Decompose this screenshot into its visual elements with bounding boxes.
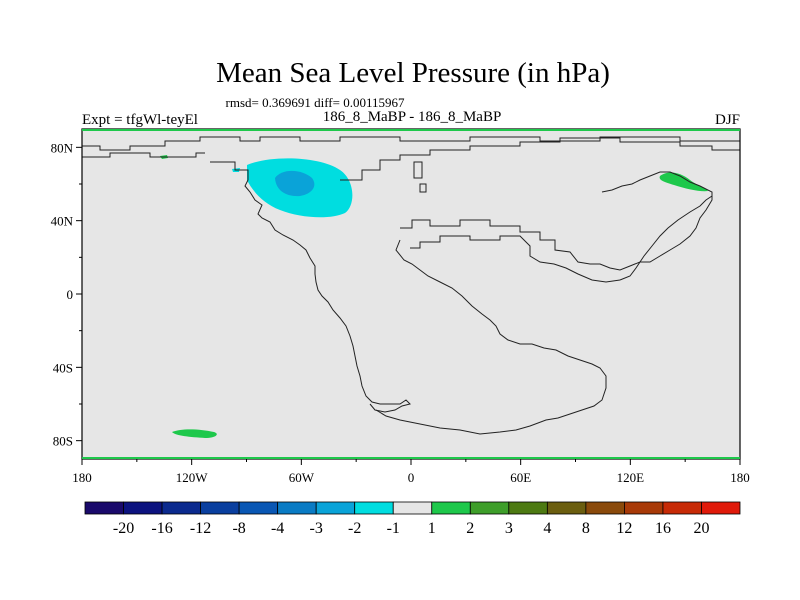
colorbar-label: -3: [310, 520, 323, 537]
x-tick-label: 120E: [617, 470, 645, 485]
stats-line: rmsd= 0.369691 diff= 0.00115967: [226, 95, 405, 110]
colorbar-label: -2: [348, 520, 361, 537]
colorbar-swatch: [469, 501, 510, 515]
experiment-label: Expt = tfgWl-teyEl: [82, 112, 198, 128]
colorbar-label: 16: [655, 520, 671, 537]
colorbar-swatch: [431, 501, 471, 515]
colorbar-swatch: [161, 501, 201, 515]
season-label: DJF: [715, 112, 740, 128]
colorbar-label: -12: [190, 520, 211, 537]
colorbar-label: 20: [693, 520, 709, 537]
anomaly-east-asia-high: [659, 172, 708, 192]
anomaly-south-pacific-high: [172, 429, 217, 438]
coastline-island-2: [419, 183, 427, 193]
colorbar-label: 3: [505, 520, 513, 537]
colorbar-label: -1: [387, 520, 400, 537]
x-tick-label: 60E: [510, 470, 531, 485]
coastline-laurasia: [340, 137, 740, 181]
colorbar-swatch: [508, 501, 548, 515]
coastline-north-america: [210, 161, 411, 413]
colorbar-label: 8: [582, 520, 590, 537]
colorbar-label: -4: [271, 520, 284, 537]
coastline-north-strip: [82, 136, 740, 151]
colorbar-swatch: [354, 501, 394, 515]
coastline-east-asia: [619, 195, 713, 281]
colorbar-label: -16: [151, 520, 172, 537]
y-tick-label: 0: [67, 287, 74, 302]
colorbar-label: 4: [543, 520, 551, 537]
colorbar-swatch: [392, 501, 433, 515]
colorbar-swatch: [585, 501, 625, 515]
y-tick-label: 40S: [53, 360, 73, 375]
y-axis: 80N 40N 0 40S 80S: [51, 140, 82, 449]
coastline-island-1: [413, 161, 423, 179]
x-tick-label: 180: [730, 470, 750, 485]
anomaly-north-atlantic-low-core: [275, 170, 315, 197]
colorbar-swatch: [624, 501, 664, 515]
x-tick-label: 60W: [289, 470, 315, 485]
x-tick-label: 0: [408, 470, 415, 485]
colorbar-label: 2: [466, 520, 474, 537]
chart-title: Mean Sea Level Pressure (in hPa): [216, 57, 610, 89]
colorbar-swatch: [662, 501, 702, 515]
colorbar-swatch: [84, 501, 124, 515]
coastline-greenland-strip: [82, 152, 205, 158]
colorbar-swatch: [315, 501, 356, 515]
colorbar: -20 -16 -12 -8 -4 -3 -2 -1 1 2 3 4 8 12 16 20: [84, 501, 741, 537]
colorbar-swatch: [701, 501, 741, 515]
colorbar-swatch: [123, 501, 163, 515]
colorbar-swatch: [238, 501, 279, 515]
center-label: 186_8_MaBP - 186_8_MaBP: [323, 109, 502, 125]
coastline-gondwana: [375, 239, 607, 435]
x-axis: 180 120W 60W 0 60E 120E 180: [72, 459, 750, 485]
colorbar-label: -8: [232, 520, 245, 537]
map-background: [82, 129, 740, 459]
colorbar-label: 12: [616, 520, 632, 537]
x-tick-label: 180: [72, 470, 92, 485]
y-tick-label: 40N: [51, 214, 74, 229]
coastline-africa-inner: [410, 235, 621, 283]
colorbar-swatch: [546, 501, 587, 515]
x-tick-label: 120W: [176, 470, 209, 485]
coastline-tethys: [400, 171, 713, 271]
colorbar-swatch: [277, 501, 317, 515]
colorbar-label: 1: [428, 520, 436, 537]
colorbar-swatch: [200, 501, 240, 515]
y-tick-label: 80N: [51, 140, 74, 155]
coastlines: [82, 136, 740, 435]
anomaly-layer: [160, 155, 708, 438]
y-tick-label: 80S: [53, 434, 73, 449]
colorbar-label: -20: [113, 520, 134, 537]
